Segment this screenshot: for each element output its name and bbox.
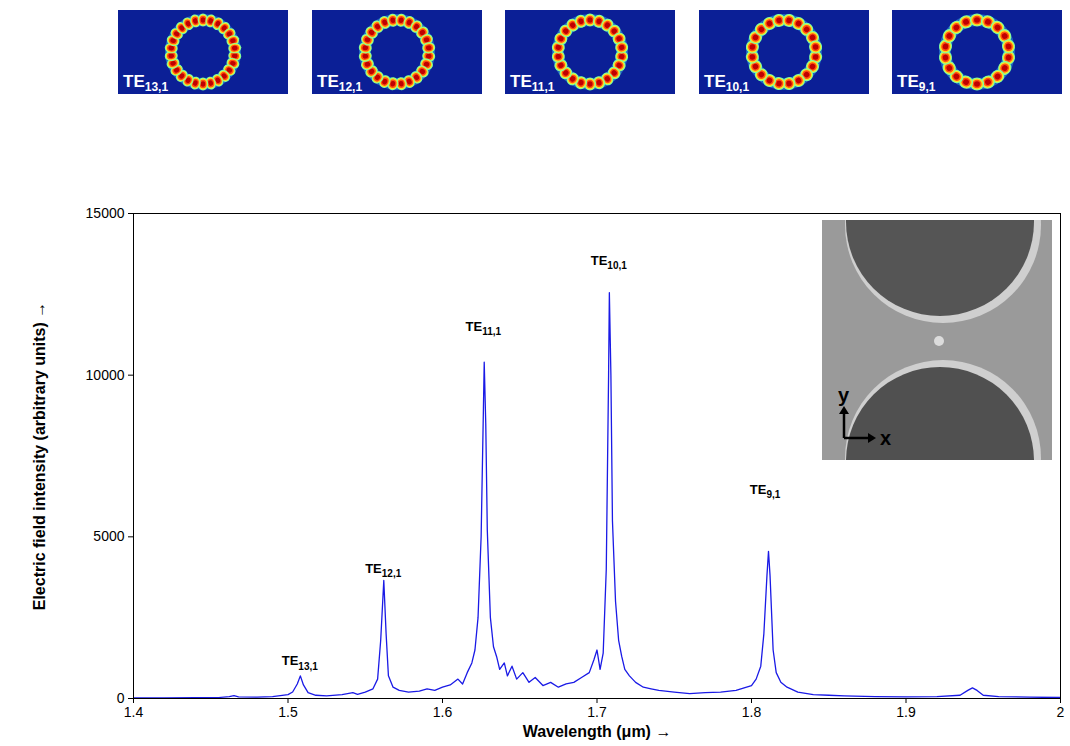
- svg-text:TE: TE: [750, 482, 767, 497]
- svg-text:13,1: 13,1: [298, 661, 318, 672]
- svg-text:10000: 10000: [86, 367, 125, 383]
- svg-text:15000: 15000: [86, 205, 125, 221]
- svg-text:TE11,1: TE11,1: [510, 72, 555, 94]
- svg-text:10,1: 10,1: [607, 260, 627, 271]
- svg-text:1.4: 1.4: [124, 704, 144, 720]
- svg-text:1.9: 1.9: [896, 704, 916, 720]
- svg-text:1.7: 1.7: [587, 704, 607, 720]
- svg-text:TE: TE: [591, 253, 608, 268]
- svg-text:x: x: [880, 427, 891, 449]
- svg-text:11,1: 11,1: [482, 326, 501, 337]
- svg-text:TE9,1: TE9,1: [897, 72, 936, 94]
- svg-text:0: 0: [117, 690, 125, 706]
- svg-text:1.8: 1.8: [742, 704, 762, 720]
- svg-text:1.5: 1.5: [278, 704, 298, 720]
- svg-text:12,1: 12,1: [382, 568, 402, 579]
- svg-text:TE: TE: [365, 561, 382, 576]
- svg-text:Electric field intensity (arbi: Electric field intensity (arbitrary unit…: [31, 302, 48, 611]
- svg-text:2: 2: [1057, 704, 1065, 720]
- svg-text:TE13,1: TE13,1: [123, 72, 168, 94]
- svg-text:y: y: [838, 384, 850, 406]
- svg-text:9,1: 9,1: [766, 489, 780, 500]
- svg-text:5000: 5000: [93, 528, 124, 544]
- svg-text:TE10,1: TE10,1: [704, 72, 749, 94]
- svg-text:TE: TE: [282, 653, 299, 668]
- svg-text:Wavelength (μm) →: Wavelength (μm) →: [523, 723, 672, 740]
- svg-text:TE: TE: [466, 319, 483, 334]
- svg-text:1.6: 1.6: [433, 704, 453, 720]
- svg-text:TE12,1: TE12,1: [317, 72, 362, 94]
